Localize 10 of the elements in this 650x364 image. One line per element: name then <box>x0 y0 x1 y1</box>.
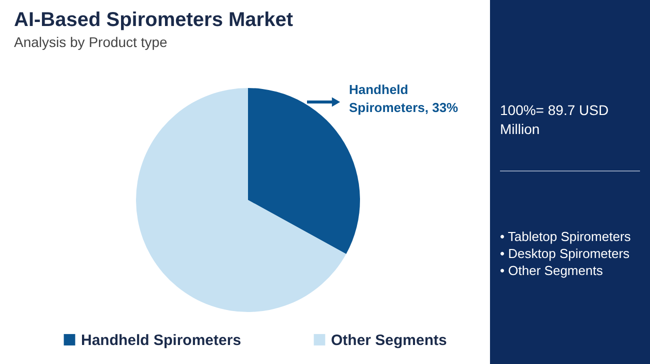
text: • Other Segments <box>500 263 604 278</box>
pie-slice <box>136 88 346 312</box>
text: • Desktop Spirometers <box>500 246 630 261</box>
legend-label: Handheld Spirometers <box>81 332 242 349</box>
text: 100%= 89.7 USD Million <box>500 102 609 137</box>
text: Handheld Spirometers, 33% <box>349 82 459 115</box>
chart-title: AI-Based Spirometers Market <box>14 9 294 31</box>
text: • Tabletop Spirometers <box>500 229 632 244</box>
chart-subtitle: Analysis by Product type <box>14 34 168 50</box>
legend-label: Other Segments <box>331 332 447 349</box>
